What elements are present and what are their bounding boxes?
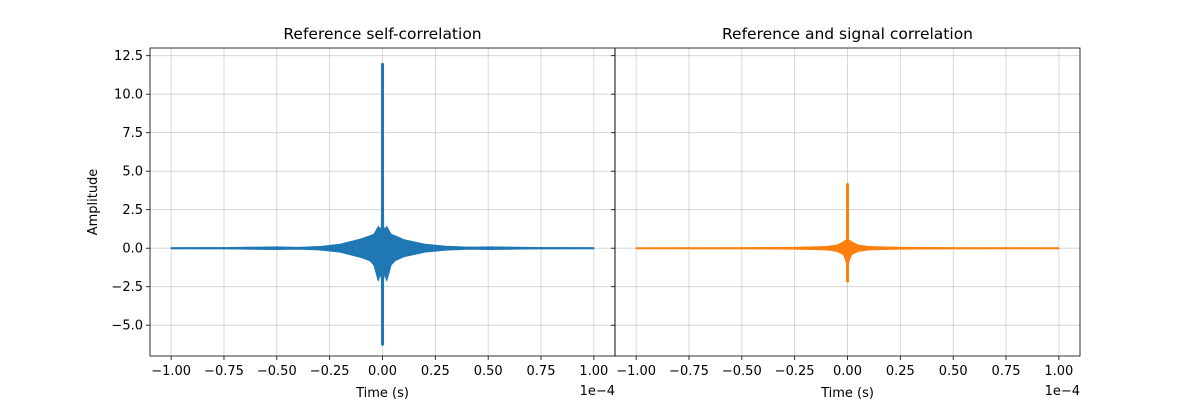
left-y-axis-label: Amplitude	[86, 169, 101, 236]
right-chart-title: Reference and signal correlation	[722, 25, 973, 43]
left-y-tick-label: 2.5	[122, 203, 143, 218]
right-x-tick-label: 0.00	[833, 364, 862, 379]
right-x-tick-label: −0.25	[775, 364, 815, 379]
left-x-tick-label: −0.50	[257, 364, 297, 379]
right-x-tick-label: 0.75	[992, 364, 1021, 379]
left-y-tick-label: −5.0	[111, 319, 143, 334]
right-x-tick-label: −0.75	[669, 364, 709, 379]
left-x-tick-label: −0.25	[310, 364, 350, 379]
left-x-tick-label: 0.25	[421, 364, 450, 379]
left-x-ticks: −1.00 −0.75 −0.50 −0.25 0.00 0.25 0.50 0.75 1.00	[151, 356, 608, 379]
left-x-axis-label: Time (s)	[355, 386, 409, 400]
right-x-ticks: −1.00 −0.75 −0.50 −0.25 0.00 0.25 0.50 0.75 1.00	[616, 356, 1073, 379]
right-x-axis-label: Time (s)	[820, 386, 874, 400]
left-x-tick-label: −1.00	[151, 364, 191, 379]
right-x-tick-label: 0.50	[939, 364, 968, 379]
right-x-tick-label: 0.25	[886, 364, 915, 379]
left-x-tick-label: −0.75	[204, 364, 244, 379]
right-x-offset-text: 1e−4	[1045, 384, 1080, 399]
left-y-tick-label: 12.5	[114, 49, 143, 64]
right-y-ticks	[611, 55, 615, 326]
left-x-tick-label: 0.00	[368, 364, 397, 379]
left-x-tick-label: 1.00	[579, 364, 608, 379]
left-chart-title: Reference self-correlation	[283, 25, 481, 43]
left-x-tick-label: 0.50	[474, 364, 503, 379]
left-y-tick-label: 10.0	[114, 88, 143, 103]
right-series-layer	[635, 182, 1060, 283]
left-y-tick-label: −2.5	[111, 280, 143, 295]
left-y-ticks: −5.0 −2.5 0.0 2.5 5.0 7.5 10.0 12.5	[111, 49, 150, 334]
left-y-tick-label: 5.0	[122, 165, 143, 180]
left-x-offset-text: 1e−4	[580, 384, 615, 399]
right-grid	[615, 48, 1080, 356]
left-series-layer	[170, 62, 595, 346]
left-y-tick-label: 0.0	[122, 242, 143, 257]
right-x-tick-label: −0.50	[722, 364, 762, 379]
right-plot-panel: −1.00 −0.75 −0.50 −0.25 0.00 0.25 0.50 0.75 1.00…	[611, 25, 1081, 400]
left-x-tick-label: 0.75	[527, 364, 556, 379]
right-x-tick-label: 1.00	[1044, 364, 1073, 379]
right-x-tick-label: −1.00	[616, 364, 656, 379]
left-plot-panel: −1.00 −0.75 −0.50 −0.25 0.00 0.25 0.50 0.75 1.00…	[86, 25, 616, 400]
left-y-tick-label: 7.5	[122, 126, 143, 141]
